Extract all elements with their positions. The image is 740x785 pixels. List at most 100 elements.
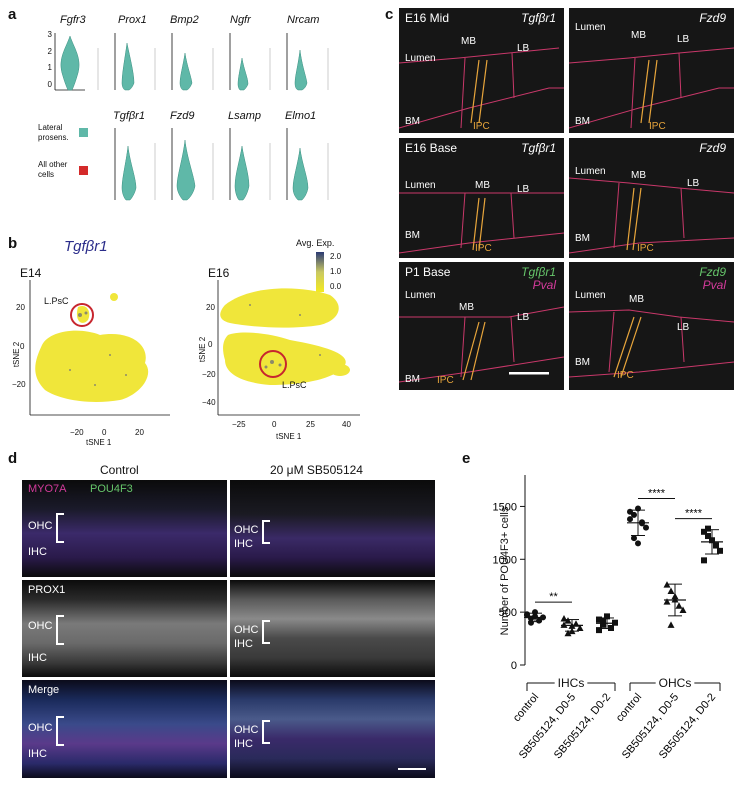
in-situ-tile: Fzd9 Lumen MB LB BM IPC bbox=[569, 138, 734, 258]
data-point bbox=[560, 614, 568, 622]
row-label-ohc: OHC bbox=[28, 620, 53, 632]
tile-gene-secondary: Pval bbox=[702, 278, 726, 292]
tile-label-ipc: IPC bbox=[617, 370, 634, 381]
data-point bbox=[667, 587, 675, 594]
data-point bbox=[643, 524, 649, 531]
data-point bbox=[679, 606, 687, 614]
panel-letter-e: e bbox=[462, 450, 471, 467]
tsne-y-tick: 0 bbox=[20, 342, 25, 351]
tsne-y-tick: −20 bbox=[12, 380, 26, 389]
marker-label-prox1: PROX1 bbox=[28, 584, 66, 596]
data-point bbox=[675, 602, 683, 609]
tile-label-bm: BM bbox=[405, 230, 420, 241]
colorbar-tick: 2.0 bbox=[330, 252, 342, 261]
violin-plots-svg bbox=[54, 33, 329, 201]
ohc-bracket bbox=[56, 716, 64, 746]
group-label-bg bbox=[655, 675, 695, 691]
tile-outline bbox=[399, 306, 564, 383]
y-tick-label: 1000 bbox=[493, 554, 517, 566]
data-point bbox=[604, 613, 610, 620]
tile-gene: Fzd9 bbox=[699, 11, 726, 25]
ohc-bracket bbox=[56, 615, 64, 645]
in-situ-tile: E16 Base Tgfβr1 Lumen MB LB BM IPC bbox=[399, 138, 564, 258]
tsne-y-tick: 20 bbox=[206, 303, 215, 312]
data-point bbox=[564, 617, 572, 624]
tsne-plot-title: E16 bbox=[208, 266, 230, 280]
colorbar-tick: 1.0 bbox=[330, 267, 342, 276]
data-point bbox=[596, 627, 602, 634]
tile-label-ipc: IPC bbox=[637, 243, 654, 254]
panel-letter-a: a bbox=[8, 6, 17, 23]
data-point bbox=[631, 535, 637, 542]
row-label-ohc: OHC bbox=[28, 520, 53, 532]
tsne-plots-svg bbox=[29, 280, 360, 416]
tile-label-bm: BM bbox=[405, 374, 420, 385]
in-situ-tile: E16 Mid Tgfβr1 Lumen MB LB BM IPC bbox=[399, 8, 564, 133]
data-point bbox=[717, 547, 723, 554]
data-point bbox=[701, 557, 707, 564]
data-point bbox=[639, 520, 645, 527]
data-point bbox=[596, 616, 602, 623]
tile-label-lb: LB bbox=[677, 322, 690, 333]
tile-label-mb: MB bbox=[461, 36, 476, 47]
data-point bbox=[576, 624, 584, 631]
tile-label-mb: MB bbox=[475, 180, 490, 191]
tile-label-lumen: Lumen bbox=[405, 180, 436, 191]
data-point bbox=[635, 505, 641, 512]
data-point bbox=[701, 528, 707, 535]
data-point bbox=[713, 542, 719, 549]
colorbar bbox=[316, 252, 324, 292]
group-label-bg bbox=[554, 675, 588, 691]
data-point bbox=[524, 611, 530, 618]
data-point bbox=[568, 622, 576, 629]
tile-outline bbox=[569, 177, 734, 254]
marker-label-pou4f3: POU4F3 bbox=[90, 483, 133, 495]
tile-label-lb: LB bbox=[517, 184, 530, 195]
ohc-bracket bbox=[262, 520, 270, 544]
micrograph-control-merge: Merge OHC IHC bbox=[22, 680, 227, 778]
micrograph-control-myo7a: MYO7A POU4F3 OHC IHC bbox=[22, 480, 227, 577]
data-point bbox=[560, 621, 568, 628]
violin-gene-label: Prox1 bbox=[118, 14, 147, 26]
tsne-x-tick: −25 bbox=[232, 420, 246, 429]
y-tick-label: 1500 bbox=[493, 501, 517, 513]
row-label-ihc: IHC bbox=[234, 638, 253, 650]
tile-gene-secondary: Pval bbox=[532, 278, 556, 292]
colorbar-title: Avg. Exp. bbox=[296, 238, 335, 248]
panel-letter-c: c bbox=[385, 6, 394, 23]
data-point bbox=[671, 592, 679, 600]
row-label-ihc: IHC bbox=[28, 652, 47, 664]
tile-label-bm: BM bbox=[575, 116, 590, 127]
violin-y-tick: 1 bbox=[47, 63, 52, 72]
tile-label-lb: LB bbox=[517, 43, 530, 54]
data-point bbox=[528, 619, 534, 626]
tile-title: E16 Mid bbox=[405, 11, 450, 25]
data-point bbox=[564, 629, 572, 637]
tsne-y-tick: 0 bbox=[208, 340, 213, 349]
violin-gene-label: Nrcam bbox=[287, 14, 320, 26]
significance-label: **** bbox=[648, 488, 666, 500]
tile-outline bbox=[569, 47, 734, 129]
significance-label: ** bbox=[549, 591, 558, 603]
column-title-treatment: 20 μM SB505124 bbox=[270, 463, 363, 477]
scale-bar bbox=[398, 768, 426, 770]
tsne-y-label: tSNE 2 bbox=[198, 336, 208, 363]
tsne-x-tick: 0 bbox=[272, 420, 277, 429]
data-point bbox=[705, 525, 711, 532]
tile-label-bm: BM bbox=[575, 233, 590, 244]
tile-label-lumen: Lumen bbox=[405, 53, 436, 64]
category-label: control bbox=[511, 691, 541, 724]
group-label: OHCs bbox=[659, 676, 692, 690]
in-situ-tile: Fzd9 Lumen MB LB BM IPC bbox=[569, 8, 734, 133]
violin-gene-label: Fzd9 bbox=[170, 110, 195, 122]
tile-label-bm: BM bbox=[575, 357, 590, 368]
data-point bbox=[627, 516, 633, 523]
data-point bbox=[705, 533, 711, 540]
tsne-x-tick: 25 bbox=[306, 420, 315, 429]
tile-gene: Fzd9 bbox=[699, 265, 726, 279]
group-label: IHCs bbox=[558, 676, 585, 690]
legend-swatch-lateral bbox=[79, 128, 88, 137]
tsne-plot-title: E14 bbox=[20, 266, 42, 280]
marker-label-myo7a: MYO7A bbox=[28, 483, 67, 495]
